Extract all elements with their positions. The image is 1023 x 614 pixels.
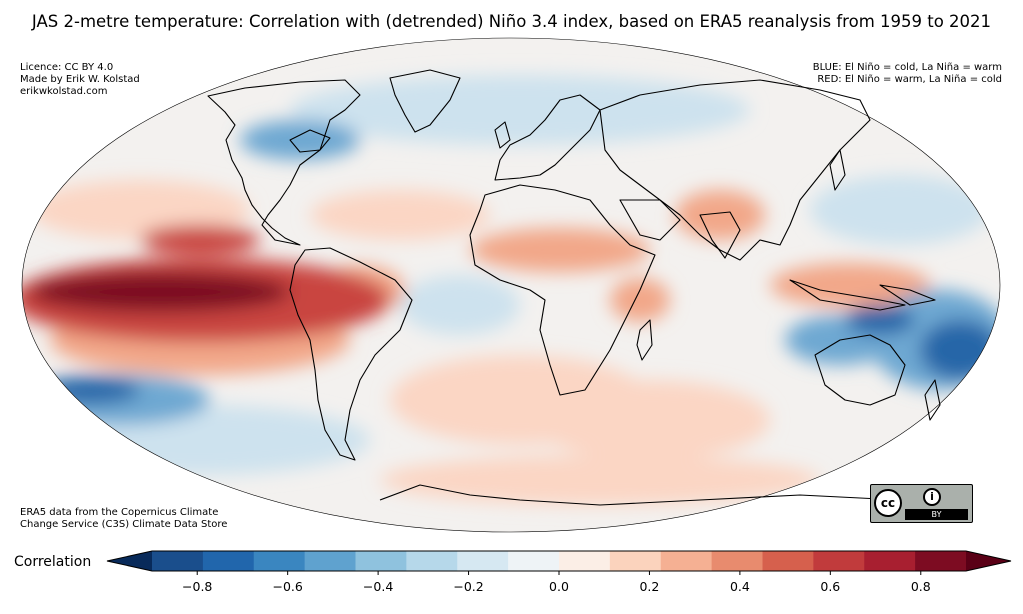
colorbar-segment [508, 551, 560, 571]
colorbar-segment [152, 551, 204, 571]
cold-patch-north-pacific [810, 175, 990, 245]
colorbar-segment [915, 551, 967, 571]
colorbar-segment [660, 551, 713, 571]
colorbar-segment [813, 551, 865, 571]
cold-core-timor [845, 305, 915, 335]
colorbar-ticks: −0.8 −0.6 −0.4 −0.2 0.0 0.2 0.4 0.6 0.8 [182, 571, 931, 594]
north-america-coastline [207, 79, 361, 246]
data-source: ERA5 data from the Copernicus Climate Ch… [20, 507, 227, 531]
blue-meaning-text: BLUE: El Niño = cold, La Niña = warm [812, 62, 1002, 73]
colorbar-tick-label: 0.0 [549, 579, 569, 594]
japan-coastline [829, 149, 846, 191]
warm-patch-sahel [470, 228, 650, 272]
warm-patch-western-indian [610, 278, 670, 322]
indonesia-coastline [789, 279, 906, 311]
hudson-bay-coastline [289, 129, 331, 153]
coastlines [207, 69, 941, 506]
colorbar-tick-label: −0.4 [363, 579, 393, 594]
attribution-person-icon: i [923, 488, 941, 506]
website-text: erikwkolstad.com [20, 86, 108, 97]
africa-coastline [469, 184, 656, 396]
colorbar-over-arrow [966, 551, 1011, 571]
colorbar-segment [202, 551, 255, 571]
colorbar-tick-label: −0.6 [272, 579, 302, 594]
india-coastline [699, 211, 741, 259]
colorbar-tick-label: 0.2 [639, 579, 659, 594]
europe-coastline [494, 94, 601, 181]
by-label: BY [905, 509, 968, 520]
colorbar-segment [864, 551, 916, 571]
asia-coastline [599, 79, 871, 261]
antarctica-coastline [379, 484, 901, 506]
madagascar-coastline [636, 319, 653, 361]
new-zealand-coastline [924, 379, 941, 421]
colorbar-segment [253, 551, 306, 571]
figure-title: JAS 2-metre temperature: Correlation wit… [31, 12, 992, 31]
new-guinea-coastline [879, 284, 936, 306]
colorbar-tick-label: 0.6 [820, 579, 840, 594]
colorbar-tick-label: −0.2 [453, 579, 483, 594]
colorbar-label: Correlation [14, 554, 92, 570]
warm-patch-east-pacific-north [30, 180, 250, 240]
author-text: Made by Erik W. Kolstad [20, 74, 140, 85]
colorbar-segment [609, 551, 662, 571]
colorbar-segment [711, 551, 763, 571]
warm-patch-south-indian [530, 380, 770, 460]
colorbar-segments [106, 550, 1012, 572]
british-isles-coastline [494, 121, 511, 149]
cc-by-license-badge: cc i BY [870, 484, 973, 523]
data-source-line-1: ERA5 data from the Copernicus Climate [20, 507, 219, 518]
cc-icon: cc [874, 489, 902, 517]
colorbar-segment [304, 551, 356, 571]
warm-patch-india [675, 190, 765, 240]
colorbar-tick-label: −0.8 [182, 579, 212, 594]
warm-patch-east-pacific-nw [140, 225, 260, 255]
licence-text: Licence: CC BY 4.0 [20, 62, 114, 73]
colorbar-segment [355, 551, 407, 571]
colorbar-segment [457, 551, 509, 571]
colorbar-outline [106, 550, 1012, 572]
colorbar-segment [559, 551, 611, 571]
colorbar-tick-label: 0.8 [911, 579, 931, 594]
warm-patch-north-atlantic [310, 190, 490, 240]
cold-patch-mid-atlantic [400, 275, 520, 335]
greenland-coastline [389, 69, 461, 133]
credits: Licence: CC BY 4.0 Made by Erik W. Kolst… [20, 62, 140, 98]
colorbar-under-arrow [107, 551, 152, 571]
sign-legend: BLUE: El Niño = cold, La Niña = warm RED… [813, 62, 1002, 86]
cold-patch-arctic [290, 75, 750, 145]
warm-patch-southern-ocean [380, 455, 820, 505]
colorbar-segment [406, 551, 458, 571]
map-frame [21, 37, 1001, 533]
arabian-peninsula-coastline [619, 199, 681, 241]
south-america-coastline [289, 247, 413, 461]
colorbar-segment [762, 551, 814, 571]
warm-tongue-core [30, 272, 290, 312]
data-source-line-2: Change Service (C3S) Climate Data Store [20, 519, 228, 530]
colorbar-tick-label: 0.4 [730, 579, 750, 594]
australia-coastline [814, 334, 906, 406]
warm-patch-maritime-continent [770, 263, 930, 307]
red-meaning-text: RED: El Niño = warm, La Niña = cold [817, 74, 1002, 85]
cold-patch-north-america [240, 120, 360, 160]
